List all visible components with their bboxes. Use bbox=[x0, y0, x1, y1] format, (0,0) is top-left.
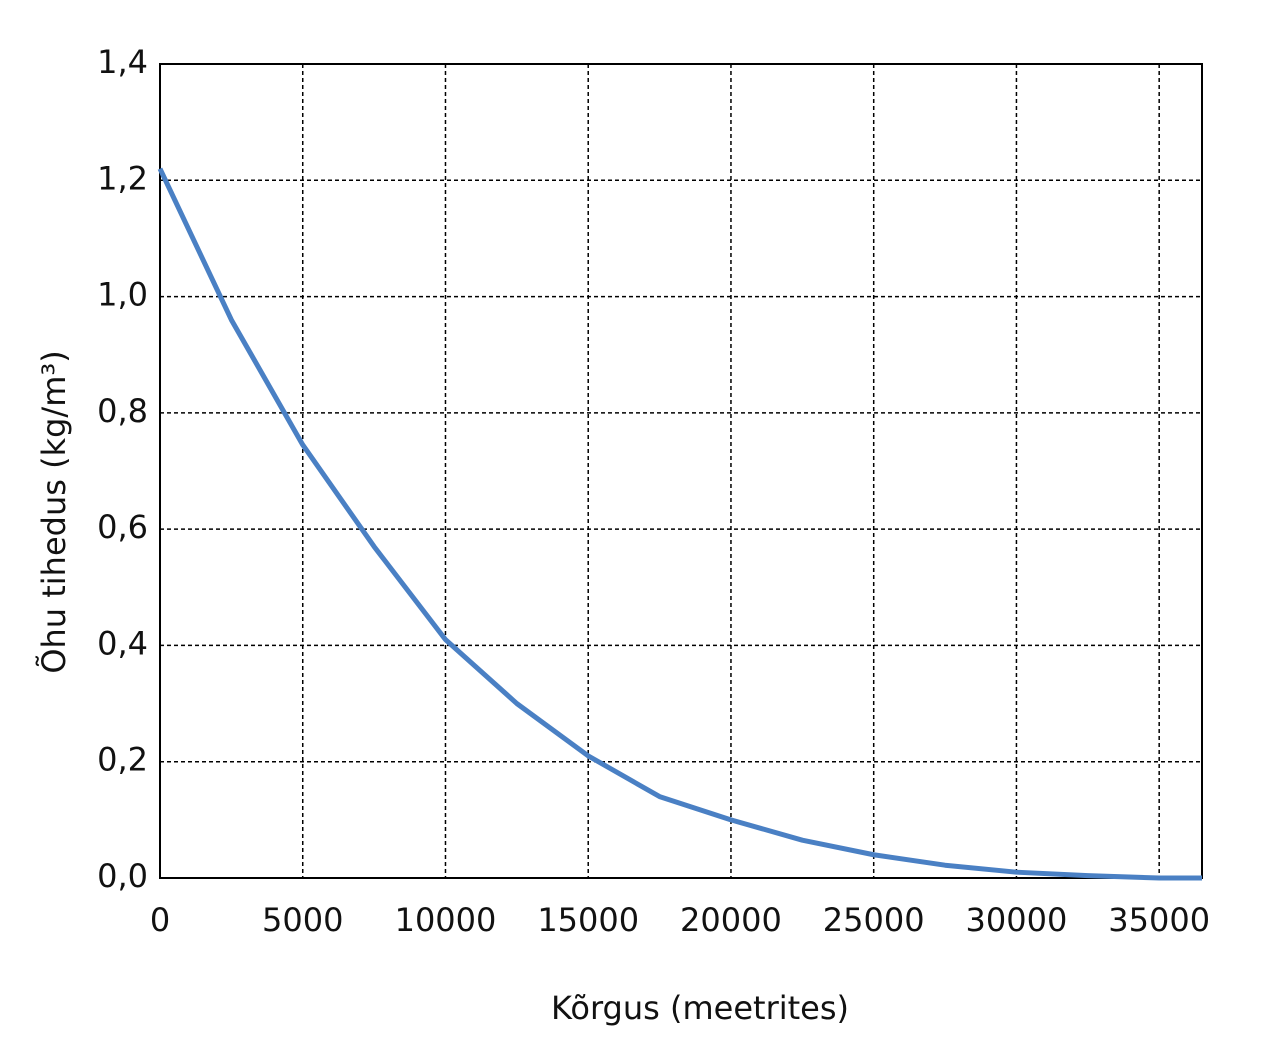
x-tick-label: 5000 bbox=[262, 901, 343, 939]
y-axis-label: Õhu tihedus (kg/m³) bbox=[35, 350, 73, 673]
x-tick-label: 25000 bbox=[823, 901, 925, 939]
data-line bbox=[157, 167, 1202, 881]
y-tick-label: 0,2 bbox=[97, 741, 148, 779]
y-tick-label: 1,2 bbox=[97, 159, 148, 197]
x-tick-label: 10000 bbox=[395, 901, 497, 939]
y-tick-label: 0,6 bbox=[97, 508, 148, 546]
plot-frame bbox=[159, 63, 1203, 879]
x-axis-label: Kõrgus (meetrites) bbox=[551, 989, 849, 1027]
y-tick-label: 1,4 bbox=[97, 43, 148, 81]
x-tick-label: 35000 bbox=[1108, 901, 1210, 939]
x-tick-label: 0 bbox=[150, 901, 170, 939]
x-tick-label: 20000 bbox=[680, 901, 782, 939]
y-tick-label: 0,8 bbox=[97, 392, 148, 430]
x-tick-label: 15000 bbox=[537, 901, 639, 939]
y-tick-label: 1,0 bbox=[97, 276, 148, 314]
y-tick-label: 0,4 bbox=[97, 624, 148, 662]
y-tick-label: 0,0 bbox=[97, 857, 148, 895]
x-tick-label: 30000 bbox=[966, 901, 1068, 939]
